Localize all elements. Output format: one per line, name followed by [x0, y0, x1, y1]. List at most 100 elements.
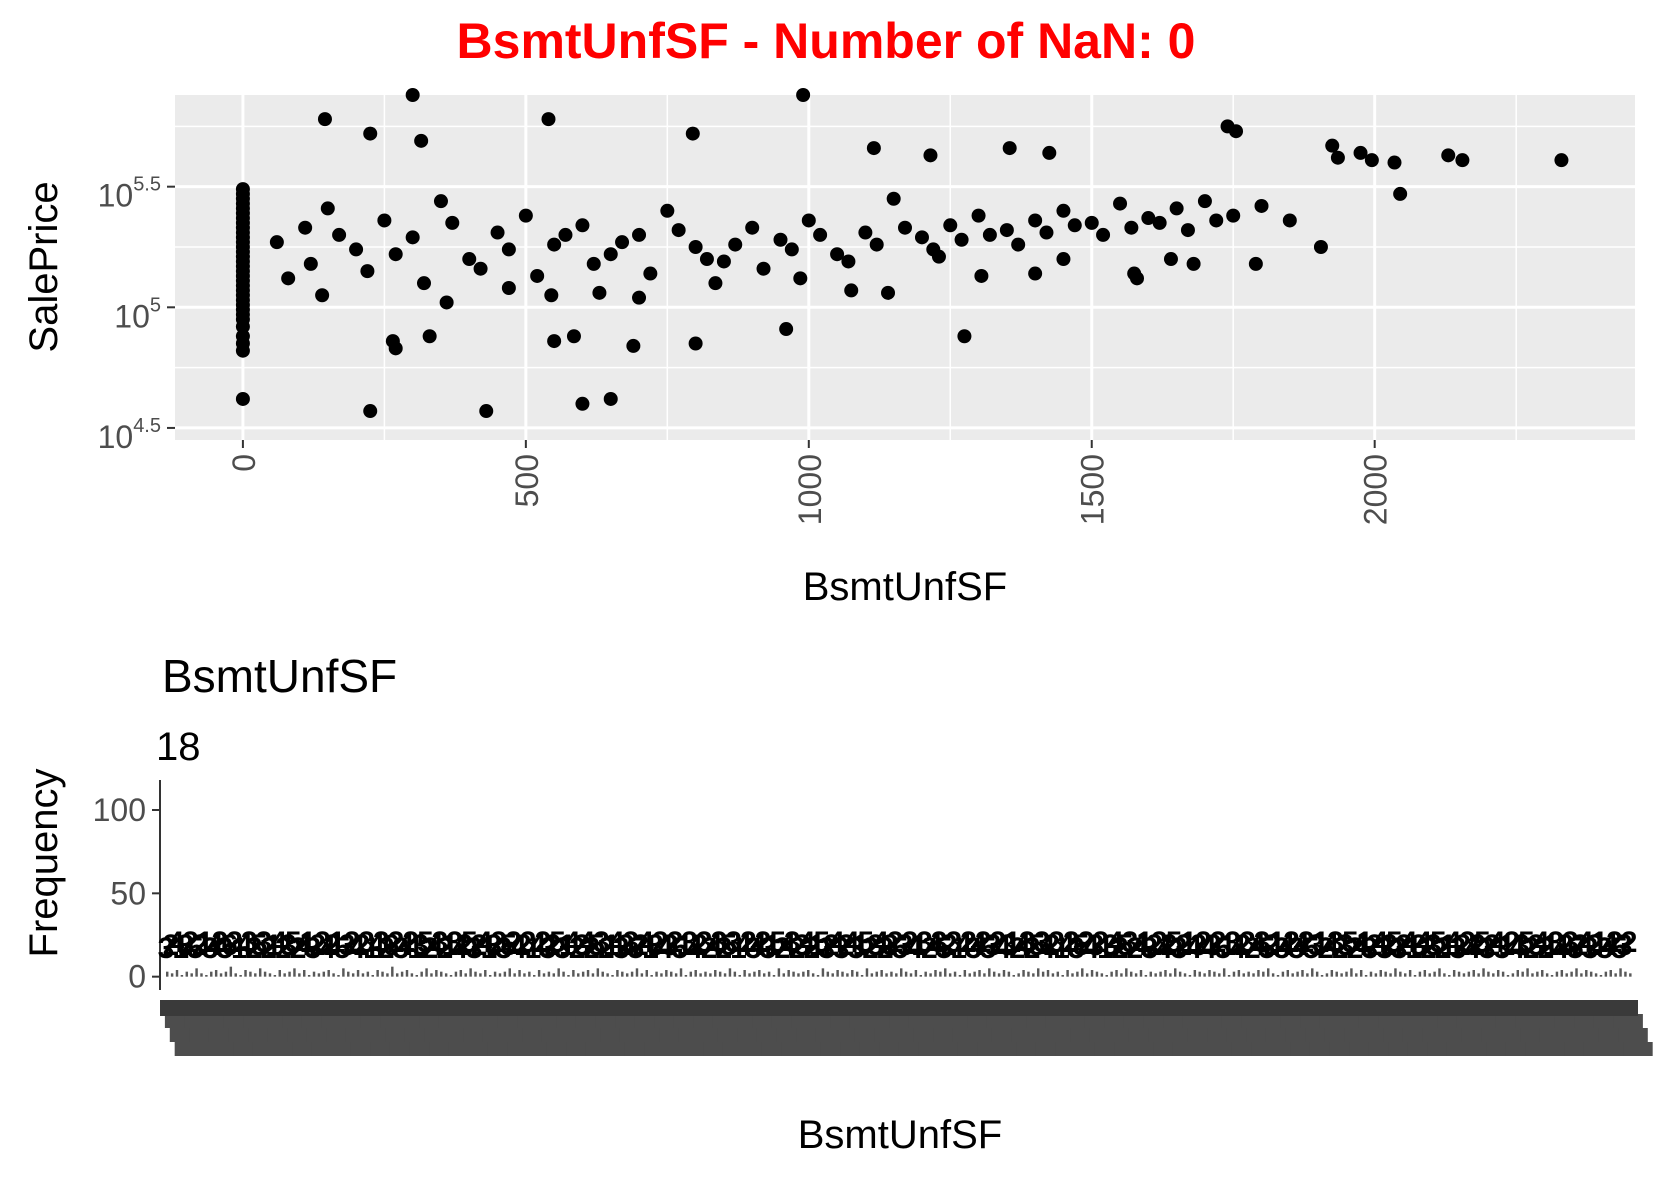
bar-value-label: 2 [437, 932, 454, 965]
bar-value-label: 2 [1078, 926, 1095, 959]
bar-value-label: 4 [1371, 926, 1388, 959]
bar-value-label: 3 [202, 932, 219, 965]
bar-value-label: 2 [1146, 929, 1163, 962]
bar-value-label: 3 [985, 929, 1002, 962]
bar [586, 970, 590, 977]
bar-value-label: 3 [1376, 932, 1393, 965]
bar-value-label: 5 [251, 929, 268, 962]
bar [948, 973, 952, 977]
bar-value-label: 4 [1552, 932, 1569, 965]
bar [1144, 975, 1148, 977]
bar-value-label: 4 [1058, 929, 1075, 962]
bar-value-label: 5 [461, 926, 478, 959]
scatter-point [1226, 208, 1241, 223]
bar-chart-y-axis-label: Frequency [22, 769, 66, 958]
bar-value-label: 2 [324, 929, 341, 962]
bar-value-label: 3 [662, 929, 679, 962]
bar [1325, 973, 1329, 977]
bar [670, 971, 673, 977]
scatter-point [1325, 138, 1340, 153]
bar [562, 971, 565, 977]
bar-value-label: 2 [1366, 929, 1383, 962]
bar [337, 975, 340, 977]
bar [1115, 970, 1118, 977]
scatter-point [462, 252, 477, 267]
bar-value-label: 1 [1097, 932, 1114, 965]
scatter-point [1282, 213, 1297, 228]
bar [792, 971, 795, 977]
bar [1560, 970, 1564, 977]
bar [1501, 971, 1505, 977]
bar-value-label: 4 [207, 929, 224, 962]
bar-value-label: 2 [1332, 932, 1349, 965]
bar [195, 968, 198, 977]
bar-value-label: 4 [1577, 926, 1594, 959]
bar [366, 971, 370, 977]
bar-value-label: 4 [706, 929, 723, 962]
bar-value-label: 1 [1004, 926, 1021, 959]
scatter-point [592, 285, 607, 300]
bar-value-label: 4 [236, 929, 253, 962]
bar-value-label: 2 [774, 932, 791, 965]
scatter-point [603, 391, 618, 406]
bar-value-label: 3 [848, 932, 865, 965]
bar [1154, 973, 1157, 977]
bar-value-label: 2 [1317, 932, 1334, 965]
bar [762, 973, 766, 977]
bar [1330, 970, 1334, 977]
bar-chart-x-tick-labels [160, 1000, 1653, 1056]
bar [1404, 973, 1407, 977]
bar-value-label: 3 [1205, 929, 1222, 962]
scatter-point [728, 237, 743, 252]
bar [342, 968, 345, 977]
bar [816, 975, 820, 977]
bar-value-label: 4 [564, 926, 581, 959]
bar [1315, 971, 1319, 977]
bar [630, 971, 634, 977]
bar-value-label: 3 [314, 926, 331, 959]
scatter-point [1186, 256, 1201, 271]
bar [557, 968, 560, 977]
bar [919, 975, 923, 977]
bar [1306, 973, 1309, 977]
bar-value-label: 4 [1489, 926, 1506, 959]
bar-value-label: 3 [1459, 926, 1476, 959]
bar-value-label: 3 [1102, 929, 1119, 962]
scatter-point [405, 230, 420, 245]
bar-value-label: 4 [1464, 932, 1481, 965]
scatter-point [793, 271, 808, 286]
scatter-point [332, 227, 347, 242]
bar [533, 975, 536, 977]
bar [327, 970, 330, 977]
bar-value-label: 4 [270, 926, 287, 959]
bar-value-label: 1 [481, 932, 498, 965]
scatter-point [558, 227, 573, 242]
bar [601, 971, 604, 977]
bar-value-label: 5 [417, 926, 434, 959]
bar [214, 970, 218, 977]
bar [914, 970, 918, 977]
bar [944, 968, 947, 977]
bar [875, 971, 878, 977]
bar-value-label: 2 [544, 929, 561, 962]
bar-value-label: 3 [256, 926, 273, 959]
bar-value-label: 2 [941, 929, 958, 962]
bar [1159, 971, 1162, 977]
bar-value-label: 3 [1337, 929, 1354, 962]
scatter-point [416, 276, 431, 291]
scatter-point [813, 227, 828, 242]
scatter-point [547, 334, 562, 349]
scatter-point [1254, 198, 1269, 213]
bar [1032, 973, 1035, 977]
bar [278, 970, 281, 977]
bar [831, 973, 834, 977]
bar [1105, 975, 1108, 977]
scatter-point [999, 223, 1014, 238]
bar [1110, 971, 1113, 977]
bar-value-label: 3 [1528, 929, 1545, 962]
scatter-point [377, 213, 392, 228]
bar [1379, 970, 1382, 977]
bar-value-label: 3 [280, 929, 297, 962]
bar [430, 973, 433, 977]
bar-value-label: 2 [1024, 932, 1041, 965]
